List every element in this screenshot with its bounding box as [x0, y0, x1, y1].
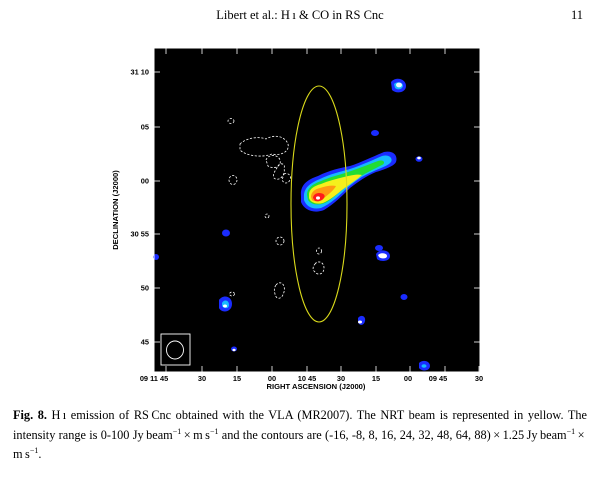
x-tick-label: 30 [337, 374, 345, 383]
caption-sup-4: −1 [29, 445, 39, 455]
main-hi-emission [300, 151, 397, 212]
y-tick-label: 30 55 [131, 230, 150, 239]
x-tick-label: 09 11 45 [140, 374, 168, 383]
nrt-beam-ellipse [290, 85, 348, 323]
x-tick-label: 30 [198, 374, 206, 383]
x-tick-label: 15 [233, 374, 241, 383]
caption-sup-2: −1 [209, 426, 219, 436]
x-tick-label: 00 [404, 374, 412, 383]
blue-emission-patches [153, 78, 430, 371]
caption-label: Fig. 8. [13, 408, 47, 422]
x-tick-label: 10 45 [298, 374, 317, 383]
vla-beam-ellipse [166, 340, 184, 360]
caption-text-3: and the contours are (-16, -8, 8, 16, 24… [218, 427, 567, 442]
y-tick-label: 05 [141, 123, 149, 132]
negative-contours [227, 118, 325, 299]
caption-text-4: × m s [13, 427, 587, 462]
y-tick-label: 00 [141, 177, 149, 186]
plot-frame [153, 48, 481, 373]
y-tick-label: 31 10 [131, 68, 150, 77]
y-tick-label: 50 [141, 284, 149, 293]
page-number: 11 [570, 8, 583, 22]
caption-sup-3: −1 [566, 426, 576, 436]
vla-beam-box [160, 333, 191, 366]
caption-text-1: H ı emission of RS Cnc obtained with the… [13, 408, 587, 442]
caption-sup-1: −1 [172, 426, 182, 436]
x-tick-label: 09 45 [429, 374, 448, 383]
figure-caption: Fig. 8. H ı emission of RS Cnc obtained … [13, 406, 587, 465]
tick-marks [154, 48, 480, 372]
x-axis-label: RIGHT ASCENSION (J2000) [267, 382, 366, 391]
y-tick-label: 45 [141, 338, 149, 347]
running-title: Libert et al.: H ı & CO in RS Cnc [216, 8, 384, 22]
x-tick-label: 00 [268, 374, 276, 383]
x-tick-label: 15 [372, 374, 380, 383]
running-head: Libert et al.: H ı & CO in RS Cnc 11 [0, 8, 600, 24]
caption-text-2: × m s [181, 427, 210, 442]
hi-emission-map-figure: 09 11 45 30 15 00 10 45 30 15 00 09 45 3… [108, 48, 490, 392]
y-axis-label: DECLINATION (J2000) [111, 170, 120, 250]
x-tick-label: 30 [475, 374, 483, 383]
hi-map-svg: 09 11 45 30 15 00 10 45 30 15 00 09 45 3… [111, 48, 483, 391]
caption-text-5: . [38, 447, 42, 461]
